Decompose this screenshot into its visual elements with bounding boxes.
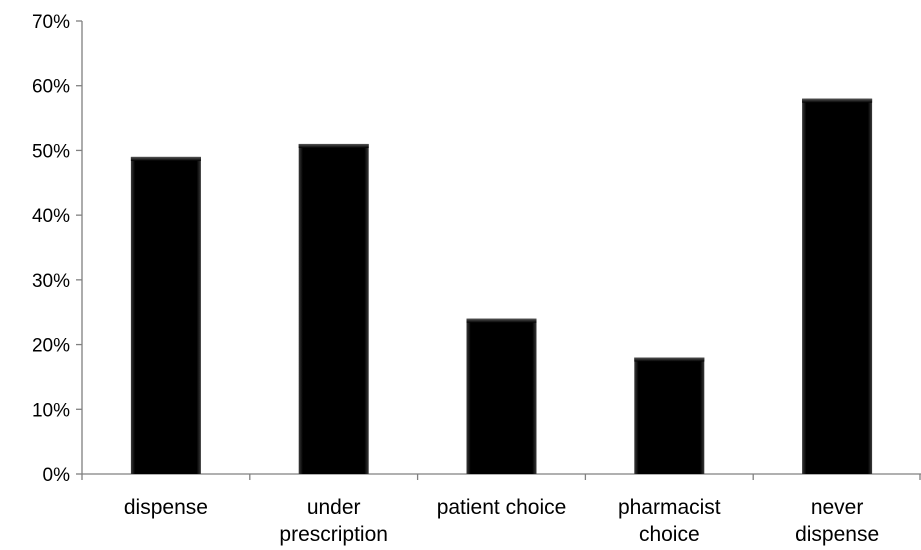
bar	[298, 143, 369, 474]
bar	[634, 357, 705, 474]
bar-cap	[466, 318, 537, 323]
y-tick-label: 50%	[32, 141, 70, 162]
y-tick-label: 20%	[32, 336, 70, 357]
x-category-label: pharmacist	[618, 496, 721, 519]
x-category-label: dispense	[124, 496, 208, 519]
x-category-label: dispense	[795, 523, 879, 546]
x-category-label: choice	[639, 523, 700, 546]
bar	[466, 318, 537, 474]
bar	[130, 156, 201, 474]
x-category-label: prescription	[279, 523, 388, 546]
x-category-label: patient choice	[437, 496, 567, 519]
bar-cap	[802, 98, 873, 103]
y-tick-label: 0%	[43, 465, 71, 486]
y-tick-label: 30%	[32, 271, 70, 292]
bar-cap	[130, 156, 201, 161]
y-tick-label: 70%	[32, 12, 70, 33]
bar	[802, 98, 873, 475]
y-tick-label: 10%	[32, 400, 70, 421]
x-axis: dispense under prescription patient choice p…	[81, 473, 921, 546]
bar-cap	[298, 143, 369, 148]
bar-cap	[634, 357, 705, 362]
x-category-label: never	[811, 496, 864, 519]
bars	[130, 98, 873, 475]
x-category-label: under	[307, 496, 361, 519]
y-tick-label: 60%	[32, 77, 70, 98]
y-axis: 0% 10% 20% 30% 40% 50% 60% 70%	[32, 12, 83, 486]
y-tick-label: 40%	[32, 206, 70, 227]
